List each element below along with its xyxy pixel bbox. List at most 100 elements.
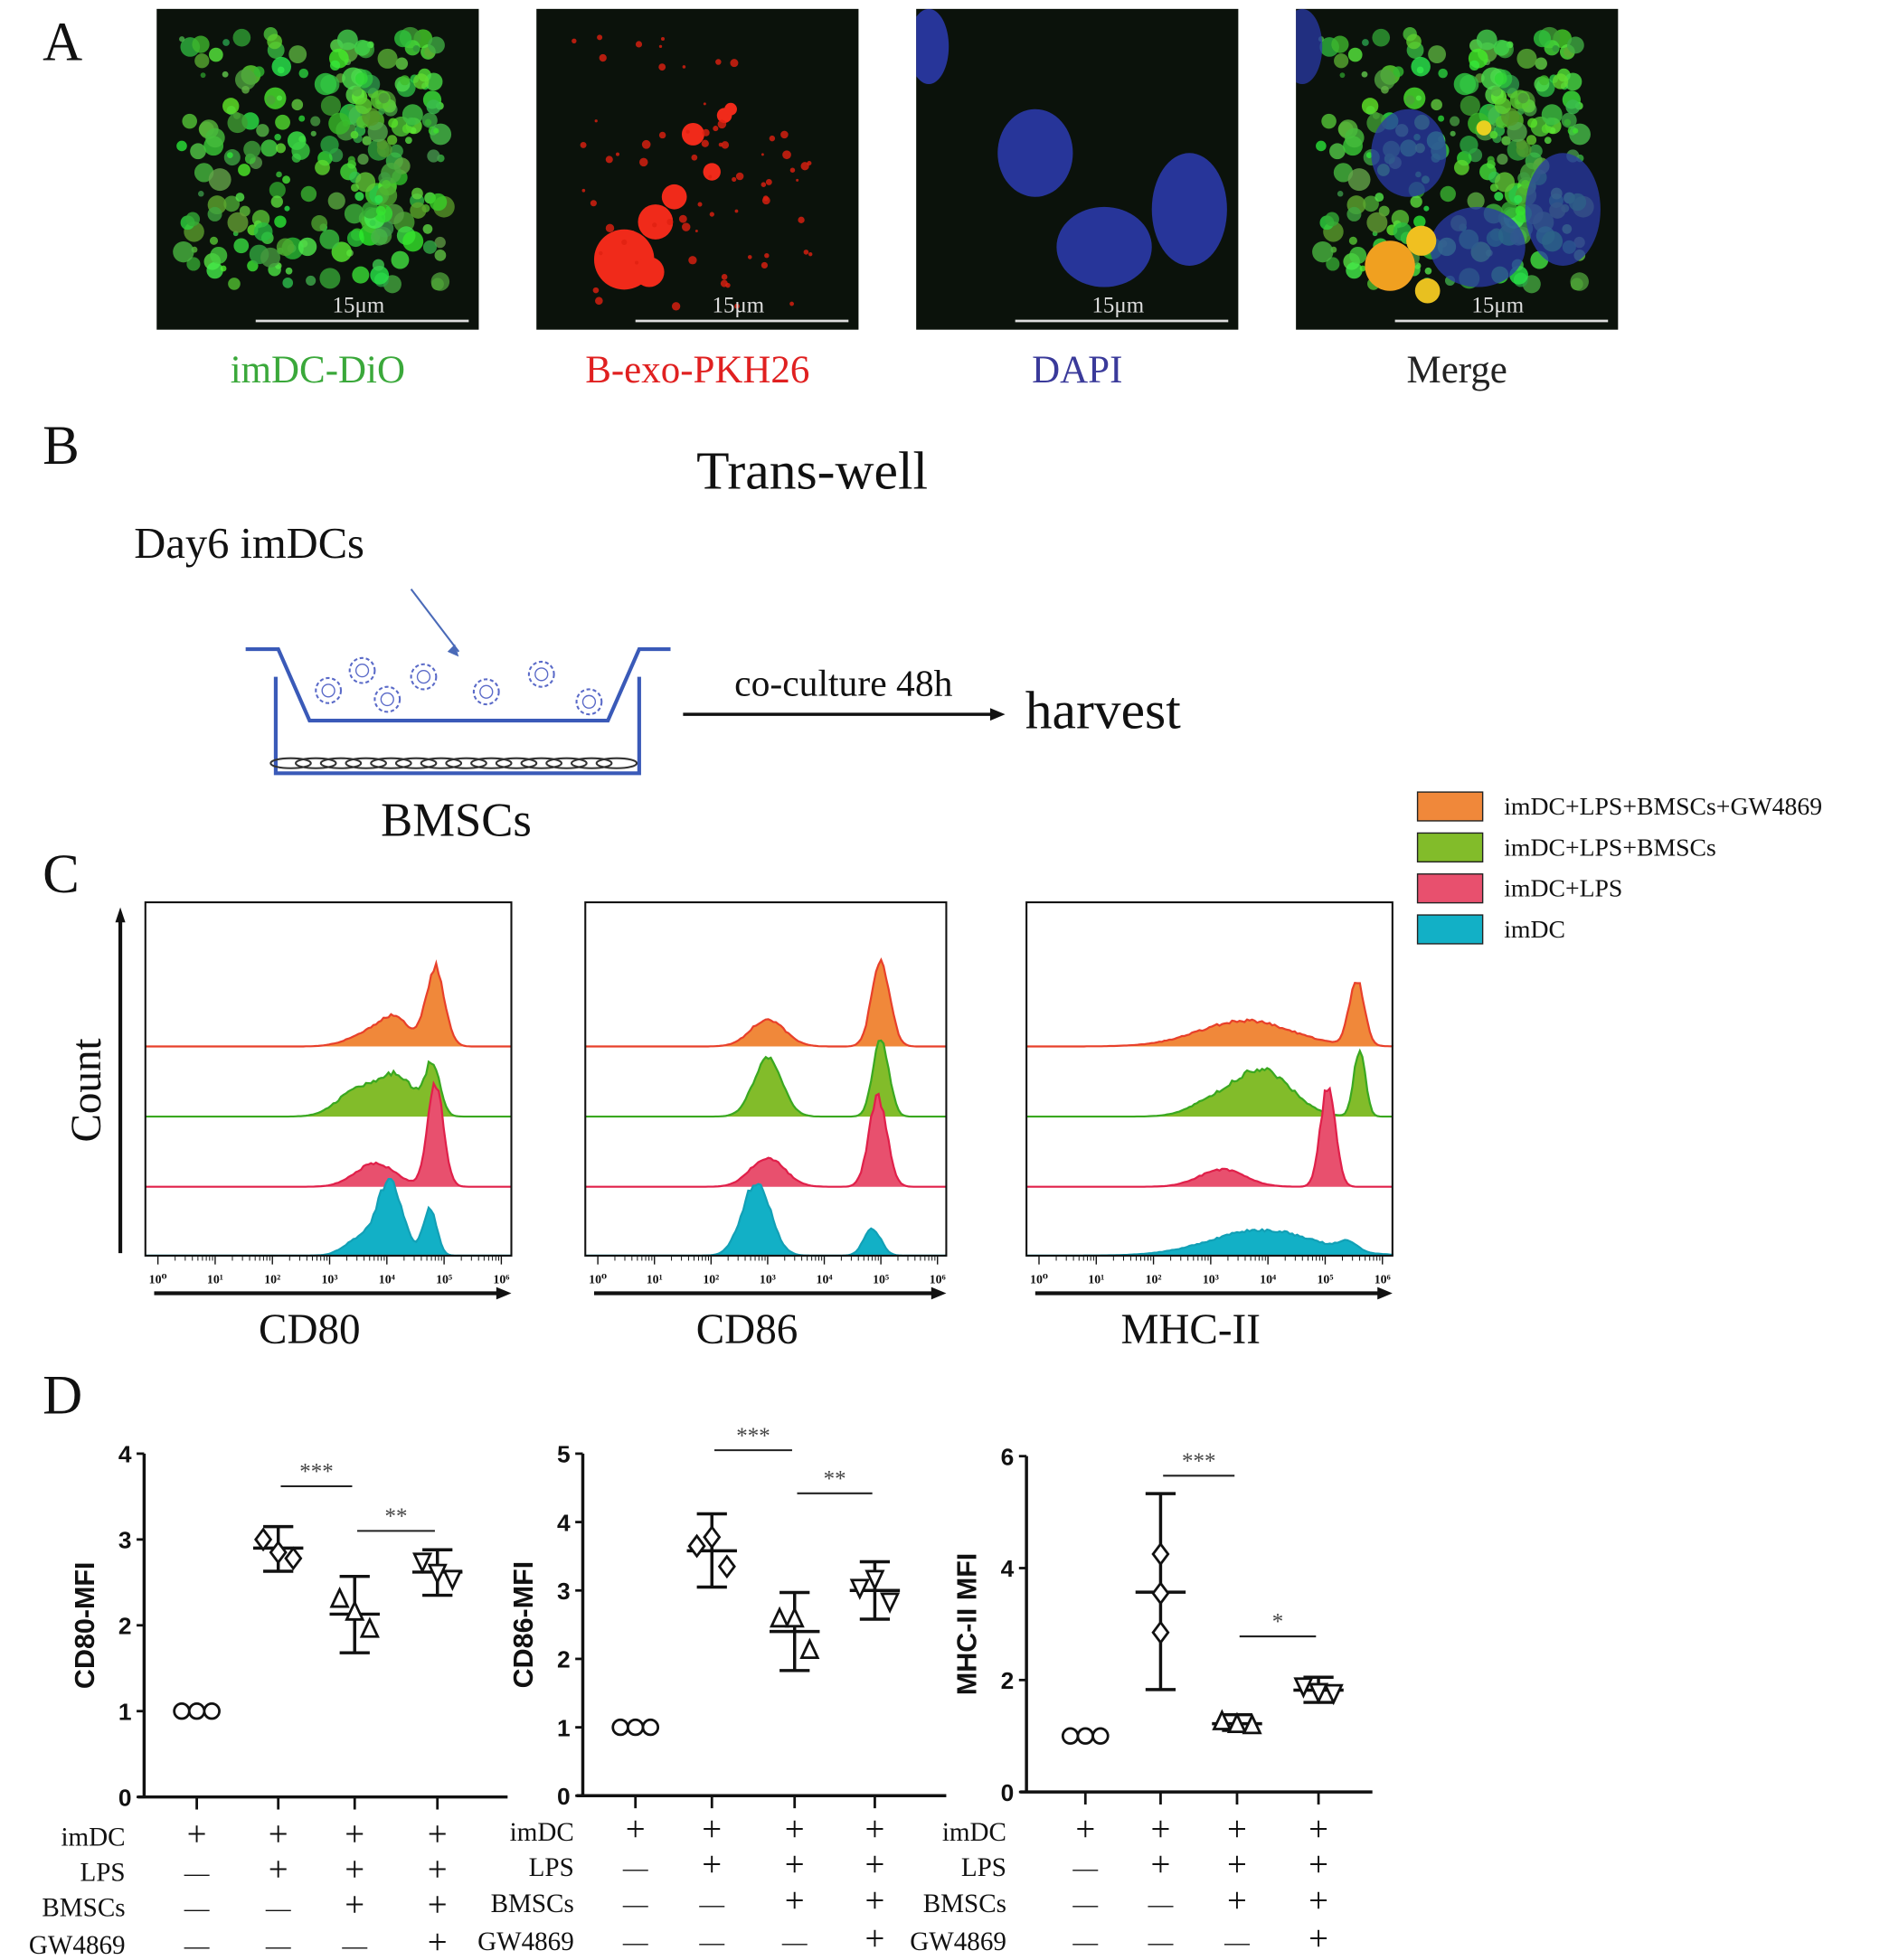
red-speck bbox=[789, 301, 794, 306]
y-tick-label: 0 bbox=[1001, 1779, 1015, 1806]
tick-label: 10⁰ bbox=[149, 1272, 167, 1286]
treatment-sign: — bbox=[1072, 1853, 1098, 1881]
green-signal bbox=[1366, 212, 1388, 233]
treatment-sign: + bbox=[428, 1851, 448, 1889]
colocalized-signal bbox=[1414, 278, 1441, 304]
red-speck bbox=[703, 102, 706, 106]
blue-nucleus bbox=[916, 8, 949, 84]
treatment-sign: + bbox=[345, 1851, 364, 1889]
green-signal bbox=[291, 141, 310, 160]
green-signal bbox=[319, 229, 340, 250]
bmsc-cell bbox=[445, 757, 487, 769]
cell-nucleus bbox=[321, 683, 335, 698]
cell-outline bbox=[373, 685, 402, 713]
legend-swatch bbox=[1416, 873, 1484, 904]
green-signal bbox=[413, 73, 430, 90]
green-signal bbox=[355, 172, 376, 193]
red-exosome bbox=[638, 204, 674, 240]
green-signal bbox=[1491, 86, 1502, 97]
histogram-fill bbox=[1026, 1229, 1393, 1256]
tick-label: 10⁴ bbox=[817, 1272, 834, 1286]
green-signal bbox=[1517, 108, 1525, 116]
process-arrowhead bbox=[989, 708, 1006, 721]
group-points bbox=[1212, 1709, 1262, 1735]
green-signal bbox=[1393, 66, 1404, 78]
treatment-sign: + bbox=[1308, 1881, 1328, 1920]
treatment-row-label: imDC bbox=[942, 1818, 1006, 1847]
green-signal bbox=[357, 153, 369, 165]
green-signal bbox=[422, 240, 437, 254]
red-speck bbox=[789, 167, 796, 173]
green-signal bbox=[306, 275, 316, 286]
red-speck bbox=[734, 209, 739, 213]
group-points bbox=[770, 1590, 820, 1673]
legend-label: imDC bbox=[1504, 915, 1565, 943]
legend-swatch bbox=[1416, 832, 1484, 862]
green-signal bbox=[410, 202, 427, 219]
blue-nucleus bbox=[1525, 153, 1601, 266]
y-tick-label: 3 bbox=[557, 1578, 571, 1605]
green-signal bbox=[260, 139, 279, 157]
green-signal bbox=[329, 60, 341, 71]
blue-nucleus bbox=[997, 108, 1073, 197]
histogram-fill bbox=[145, 1179, 512, 1256]
red-speck bbox=[709, 212, 714, 217]
green-signal bbox=[222, 98, 240, 115]
green-signal bbox=[210, 246, 228, 265]
bmscs-label: BMSCs bbox=[381, 795, 532, 847]
green-signal bbox=[1361, 98, 1379, 115]
y-tick-label: 0 bbox=[118, 1784, 132, 1811]
y-axis-label: CD80-MFI bbox=[70, 1562, 100, 1690]
treatment-row-label: imDC bbox=[61, 1823, 125, 1852]
y-tick-label: 4 bbox=[118, 1441, 132, 1468]
count-arrowhead bbox=[115, 907, 126, 923]
green-signal bbox=[1450, 130, 1456, 137]
treatment-sign: — bbox=[184, 1859, 210, 1887]
red-exosome bbox=[724, 102, 737, 116]
group-points bbox=[252, 1524, 304, 1573]
green-signal bbox=[1423, 205, 1430, 212]
red-speck bbox=[671, 302, 681, 311]
histogram-frame bbox=[584, 901, 948, 1257]
histogram-fill bbox=[1026, 1051, 1393, 1117]
green-signal bbox=[1489, 130, 1498, 139]
red-speck bbox=[581, 188, 586, 193]
green-signal bbox=[351, 184, 360, 193]
scale-bar-label: 15μm bbox=[333, 293, 385, 317]
green-signal bbox=[288, 45, 307, 63]
histogram-panel-mhc-ii: 10⁰ 10¹ 10² 10³ 10⁴ 10⁵ 10⁶ MHC-II bbox=[1025, 901, 1393, 1353]
green-signal bbox=[1345, 127, 1365, 148]
green-signal bbox=[429, 193, 448, 212]
green-signal bbox=[1321, 113, 1337, 129]
green-signal bbox=[1372, 28, 1391, 47]
red-speck bbox=[780, 130, 789, 139]
marker-axis-label: CD80 bbox=[259, 1306, 361, 1353]
green-signal bbox=[1535, 57, 1547, 71]
histogram-fill bbox=[585, 1094, 947, 1187]
legend-label: imDC+LPS bbox=[1504, 874, 1622, 902]
scale-bar-label: 15μm bbox=[1471, 293, 1524, 317]
histogram-fill bbox=[145, 963, 512, 1047]
green-signal bbox=[327, 192, 345, 210]
green-signal bbox=[222, 39, 230, 46]
day6-imdcs-label: Day6 imDCs bbox=[134, 520, 364, 568]
histogram-line bbox=[585, 957, 947, 1048]
micrograph-blue: 15μm bbox=[916, 8, 1239, 330]
treatment-sign: — bbox=[1072, 1927, 1098, 1955]
blue-nucleus bbox=[1296, 8, 1323, 84]
channel-label: B-exo-PKH26 bbox=[585, 349, 809, 391]
green-signal bbox=[222, 71, 229, 78]
y-tick-label: 1 bbox=[118, 1698, 132, 1725]
red-speck bbox=[694, 229, 698, 233]
cell-outline bbox=[410, 663, 438, 691]
green-signal bbox=[377, 48, 398, 69]
green-signal bbox=[426, 99, 441, 115]
treatment-sign: — bbox=[698, 1927, 724, 1955]
green-signal bbox=[228, 278, 241, 290]
green-signal bbox=[1453, 72, 1477, 96]
green-signal bbox=[241, 85, 250, 94]
treatment-sign: — bbox=[622, 1853, 648, 1881]
green-signal bbox=[1527, 118, 1538, 128]
significance-label: ** bbox=[385, 1504, 408, 1529]
